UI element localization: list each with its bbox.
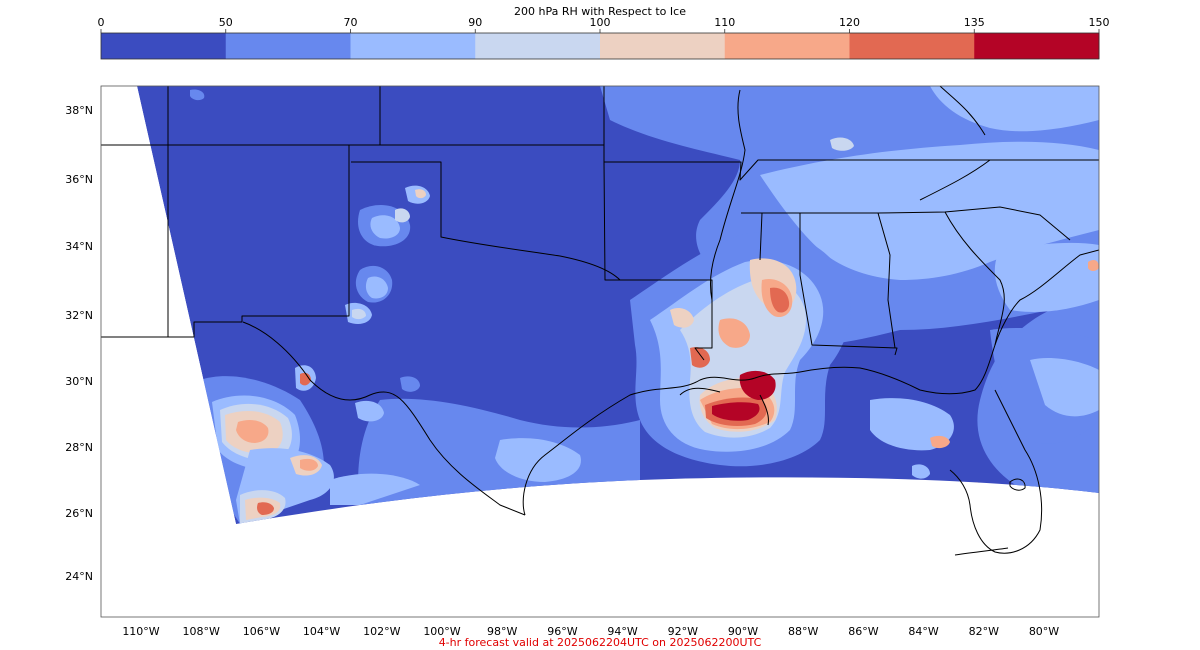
map-frame: [100, 85, 1100, 618]
longitude-label: 108°W: [183, 625, 220, 638]
longitude-labels: 110°W 108°W 106°W 104°W 102°W 100°W 98°W 96°W 94…: [122, 625, 1059, 638]
longitude-label: 100°W: [423, 625, 460, 638]
longitude-label: 104°W: [303, 625, 340, 638]
colorbar-swatch: [600, 33, 726, 59]
colorbar-tick-label: 50: [219, 16, 233, 29]
latitude-label: 34°N: [65, 240, 93, 253]
longitude-label: 110°W: [122, 625, 159, 638]
boundaries: [101, 86, 1099, 556]
colorbar-tick-label: 135: [964, 16, 985, 29]
longitude-label: 90°W: [728, 625, 758, 638]
longitude-label: 84°W: [908, 625, 938, 638]
colorbar-swatch: [350, 33, 476, 59]
longitude-label: 88°W: [788, 625, 818, 638]
colorbar-title: 200 hPa RH with Respect to Ice: [514, 5, 686, 18]
colorbar-swatch: [849, 33, 975, 59]
rh-field: [137, 86, 1099, 524]
latitude-label: 24°N: [65, 570, 93, 583]
longitude-label: 96°W: [547, 625, 577, 638]
colorbar-swatch: [724, 33, 850, 59]
latitude-label: 36°N: [65, 173, 93, 186]
rh-map: 38°N 36°N 34°N 32°N 30°N 28°N 26°N 24°N 110°W 10…: [65, 85, 1100, 638]
colorbar-tick-label: 110: [714, 16, 735, 29]
longitude-label: 80°W: [1029, 625, 1059, 638]
longitude-label: 92°W: [668, 625, 698, 638]
colorbar-tick-label: 90: [468, 16, 482, 29]
colorbar-swatches: [101, 33, 1100, 59]
coastline: [522, 249, 1099, 516]
latitude-labels: 38°N 36°N 34°N 32°N 30°N 28°N 26°N 24°N: [65, 104, 93, 583]
latitude-label: 30°N: [65, 375, 93, 388]
colorbar: 200 hPa RH with Respect to Ice 0 50 70 90 10…: [98, 5, 1110, 60]
colorbar-tick-label: 150: [1089, 16, 1110, 29]
colorbar-ticks: 0 50 70 90 100 110 120 135 150: [98, 16, 1110, 33]
longitude-label: 94°W: [607, 625, 637, 638]
colorbar-swatch: [225, 33, 351, 59]
colorbar-tick-label: 70: [344, 16, 358, 29]
colorbar-tick-label: 0: [98, 16, 105, 29]
colorbar-tick-label: 120: [839, 16, 860, 29]
longitude-label: 98°W: [487, 625, 517, 638]
forecast-caption: 4-hr forecast valid at 2025062204UTC on …: [438, 636, 762, 649]
latitude-label: 28°N: [65, 441, 93, 454]
longitude-label: 82°W: [969, 625, 999, 638]
latitude-label: 32°N: [65, 309, 93, 322]
longitude-label: 106°W: [243, 625, 280, 638]
colorbar-swatch: [475, 33, 601, 59]
latitude-label: 38°N: [65, 104, 93, 117]
longitude-label: 86°W: [848, 625, 878, 638]
longitude-label: 102°W: [363, 625, 400, 638]
latitude-label: 26°N: [65, 507, 93, 520]
colorbar-tick-label: 100: [590, 16, 611, 29]
colorbar-swatch: [974, 33, 1100, 59]
colorbar-frame: [100, 32, 1100, 60]
colorbar-swatch: [101, 33, 227, 59]
